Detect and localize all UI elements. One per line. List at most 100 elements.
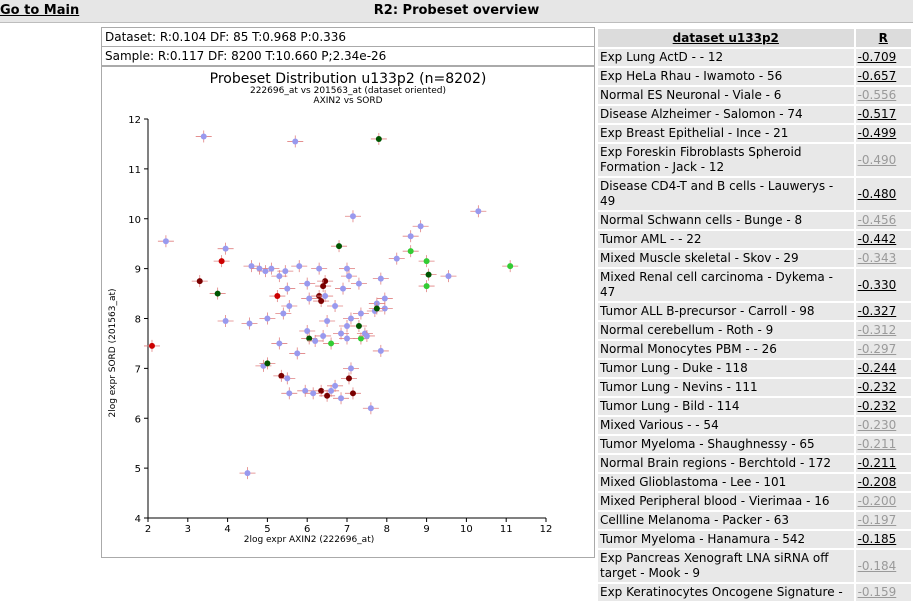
point-marker <box>282 268 289 275</box>
point-marker <box>507 263 514 270</box>
point-marker <box>284 285 291 292</box>
correlation-link[interactable]: -0.517 <box>855 106 911 123</box>
data-point <box>281 300 298 313</box>
point-marker <box>304 280 311 287</box>
correlation-link[interactable]: -0.230 <box>855 417 911 434</box>
correlation-link[interactable]: -0.556 <box>855 87 911 104</box>
correlation-link[interactable]: -0.200 <box>855 493 911 510</box>
correlation-link[interactable]: -0.211 <box>855 436 911 453</box>
dataset-name: Normal cerebellum - Roth - 9 <box>598 322 854 339</box>
x-tick-label: 5 <box>264 524 270 535</box>
point-marker <box>276 340 283 347</box>
correlation-link[interactable]: -0.312 <box>855 322 911 339</box>
point-marker <box>316 265 323 272</box>
scatter-plot: Probeset Distribution u133p2 (n=8202) 22… <box>108 71 552 545</box>
point-marker <box>328 340 335 347</box>
correlation-link[interactable]: -0.184 <box>855 550 911 582</box>
correlation-link[interactable]: -0.232 <box>855 398 911 415</box>
point-marker <box>338 395 345 402</box>
point-marker <box>296 263 303 270</box>
correlation-link[interactable]: -0.490 <box>855 144 911 176</box>
table-row: Mixed Glioblastoma - Lee - 101 -0.208 <box>598 474 911 491</box>
table-row: Normal Brain regions - Berchtold - 172 -0… <box>598 455 911 472</box>
point-marker <box>148 342 155 349</box>
column-header-dataset[interactable]: dataset u133p2 <box>598 29 854 47</box>
table-row: Exp Lung ActD - - 12 -0.709 <box>598 49 911 66</box>
data-point <box>317 290 334 303</box>
data-point <box>259 312 276 325</box>
point-marker <box>345 375 352 382</box>
correlation-link[interactable]: -0.211 <box>855 455 911 472</box>
correlation-link[interactable]: -0.330 <box>855 269 911 301</box>
point-marker <box>349 390 356 397</box>
x-tick-label: 4 <box>224 524 230 535</box>
chart-title: Probeset Distribution u133p2 (n=8202) <box>210 71 487 87</box>
data-point <box>350 277 367 290</box>
point-marker <box>320 283 327 290</box>
table-row: Tumor AML - - 22 -0.442 <box>598 231 911 248</box>
data-point <box>269 290 286 303</box>
data-point <box>301 292 318 305</box>
data-point <box>323 384 340 397</box>
data-point <box>279 282 296 295</box>
point-marker <box>347 315 354 322</box>
correlation-link[interactable]: -0.499 <box>855 125 911 142</box>
data-point <box>305 387 322 400</box>
go-to-main-link[interactable]: Go to Main <box>0 3 80 18</box>
y-tick-label: 12 <box>128 115 141 126</box>
data-point <box>470 205 487 218</box>
correlation-link[interactable]: -0.197 <box>855 512 911 529</box>
correlation-link[interactable]: -0.442 <box>855 231 911 248</box>
point-marker <box>322 278 329 285</box>
correlation-link[interactable]: -0.456 <box>855 212 911 229</box>
y-tick-label: 4 <box>135 514 141 525</box>
correlation-link[interactable]: -0.297 <box>855 341 911 358</box>
table-row: Tumor Myeloma - Shaughnessy - 65 -0.211 <box>598 436 911 453</box>
point-marker <box>200 133 207 140</box>
table-row: Exp Breast Epithelial - Ince - 21 -0.499 <box>598 125 911 142</box>
point-marker <box>276 273 283 280</box>
table-row: Tumor Lung - Duke - 118 -0.244 <box>598 360 911 377</box>
point-marker <box>280 310 287 317</box>
point-marker <box>268 265 275 272</box>
data-point <box>217 314 234 327</box>
correlation-link[interactable]: -0.709 <box>855 49 911 66</box>
table-row: Tumor Lung - Bild - 114 -0.232 <box>598 398 911 415</box>
correlation-link[interactable]: -0.327 <box>855 303 911 320</box>
table-row: Mixed Renal cell carcinoma - Dykema - 47… <box>598 269 911 301</box>
correlation-link[interactable]: -0.208 <box>855 474 911 491</box>
point-marker <box>344 335 350 342</box>
dataset-name: Cellline Melanoma - Packer - 63 <box>598 512 854 529</box>
point-marker <box>318 298 325 305</box>
data-point <box>271 270 288 283</box>
correlation-link[interactable]: -0.480 <box>855 178 911 210</box>
data-point <box>358 329 375 342</box>
data-point <box>418 280 435 293</box>
table-row: Normal Monocytes PBM - - 26 -0.297 <box>598 341 911 358</box>
point-marker <box>417 223 424 230</box>
data-point <box>344 387 361 400</box>
x-tick-label: 7 <box>344 524 350 535</box>
point-marker <box>306 295 313 302</box>
correlation-link[interactable]: -0.244 <box>855 360 911 377</box>
column-header-r[interactable]: R <box>855 29 911 47</box>
point-marker <box>284 375 291 382</box>
correlation-link[interactable]: -0.159 <box>855 584 911 601</box>
scatter-plot-panel: Probeset Distribution u133p2 (n=8202) 22… <box>101 66 595 558</box>
y-tick-label: 9 <box>135 265 141 276</box>
point-marker <box>332 382 339 389</box>
data-point <box>243 260 260 273</box>
correlation-link[interactable]: -0.343 <box>855 250 911 267</box>
data-point <box>195 130 212 143</box>
correlation-link[interactable]: -0.657 <box>855 68 911 85</box>
data-point <box>281 387 298 400</box>
point-marker <box>294 350 301 357</box>
correlation-link[interactable]: -0.232 <box>855 379 911 396</box>
data-point <box>143 339 160 352</box>
table-row: Cellline Melanoma - Packer - 63 -0.197 <box>598 512 911 529</box>
correlation-link[interactable]: -0.185 <box>855 531 911 548</box>
dataset-name: Disease CD4-T and B cells - Lauwerys - 4… <box>598 178 854 210</box>
point-marker <box>264 315 271 322</box>
plot-marks <box>143 130 519 480</box>
data-point <box>307 334 324 347</box>
